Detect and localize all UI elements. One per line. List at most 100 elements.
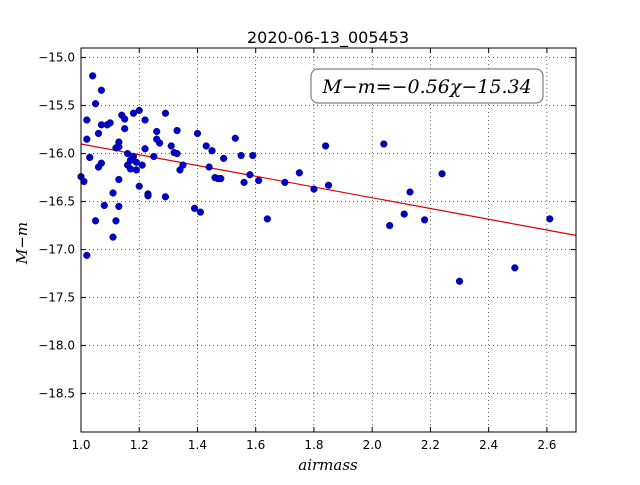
data-point [83, 251, 91, 259]
data-point [161, 193, 170, 201]
x-tick-label: 1.4 [188, 438, 207, 452]
data-point [80, 177, 88, 186]
data-point [240, 178, 248, 187]
y-tick-label: −18.0 [38, 339, 75, 353]
y-tick-label: −15.5 [38, 99, 75, 113]
data-point [193, 129, 202, 138]
y-tick-label: −15.0 [38, 51, 75, 65]
data-point [190, 204, 199, 212]
fit-equation-box: M−m=−0.56χ−15.34 [310, 68, 544, 104]
data-point [132, 158, 140, 166]
data-point [406, 188, 414, 196]
data-point [94, 129, 103, 138]
data-point [112, 217, 120, 225]
data-point [281, 178, 289, 187]
x-tick-label: 1.6 [246, 438, 265, 452]
data-point [263, 215, 271, 223]
data-point [109, 189, 117, 197]
data-point [86, 153, 94, 162]
data-point [156, 139, 164, 147]
fit-equation: M−m=−0.56χ−15.34 [321, 76, 531, 98]
data-point [546, 215, 554, 223]
data-point [121, 125, 129, 133]
y-tick-label: −16.0 [38, 147, 75, 161]
data-point [91, 100, 100, 108]
y-axis-label: M−m [13, 222, 31, 265]
data-point [438, 170, 446, 178]
axis-ticks: 1.0 1.2 1.4 1.6 1.8 2.0 2.2 2.4 2.6 −15.0 −15.5 −16… [38, 48, 576, 452]
data-point [420, 216, 429, 224]
plot-frame [80, 47, 577, 433]
data-point [196, 208, 204, 216]
data-point [135, 106, 143, 115]
data-point [115, 202, 123, 211]
data-point [129, 109, 138, 117]
x-tick-label: 1.0 [71, 438, 90, 452]
data-point [249, 151, 257, 160]
data-point [161, 109, 170, 117]
data-point [179, 161, 187, 169]
fit-equation-frame [310, 68, 544, 104]
data-point [132, 166, 140, 174]
data-point [141, 145, 149, 153]
data-point [246, 171, 254, 179]
data-point [153, 127, 161, 136]
x-tick-label: 2.4 [479, 438, 498, 452]
data-point [217, 174, 225, 183]
x-tick-label: 2.2 [421, 438, 440, 452]
x-tick-label: 1.2 [130, 438, 149, 452]
data-point [135, 182, 143, 190]
y-tick-label: −17.0 [38, 243, 75, 257]
fit-line [80, 143, 577, 236]
data-point [455, 277, 464, 285]
y-tick-label: −17.5 [38, 291, 75, 305]
data-point [511, 264, 519, 272]
x-axis-label: airmass [298, 456, 358, 474]
data-point [129, 152, 138, 161]
data-point [115, 175, 123, 184]
data-point [109, 233, 117, 241]
data-point [173, 126, 181, 135]
data-point [83, 135, 91, 143]
x-tick-label: 2.6 [537, 438, 556, 452]
data-point [231, 134, 239, 142]
data-point [205, 163, 213, 171]
data-point [141, 116, 149, 124]
data-point [138, 161, 146, 169]
data-point [380, 140, 388, 148]
data-point [115, 138, 123, 146]
data-point [202, 142, 210, 150]
data-point [121, 115, 129, 123]
y-tick-label: −16.5 [38, 195, 75, 209]
data-point [173, 150, 181, 158]
data-points [77, 72, 554, 285]
data-point [208, 147, 216, 155]
grid [80, 48, 576, 432]
data-point [255, 176, 263, 185]
data-point [150, 152, 158, 161]
data-point [167, 142, 175, 150]
data-point [310, 185, 318, 193]
data-point [295, 169, 303, 177]
x-tick-label: 2.0 [363, 438, 382, 452]
data-point [386, 222, 394, 230]
data-point [97, 159, 105, 167]
data-point [144, 192, 152, 200]
data-point [324, 181, 333, 189]
data-point [220, 154, 228, 163]
data-point [237, 151, 245, 160]
x-tick-label: 1.8 [304, 438, 323, 452]
data-point [89, 72, 97, 80]
y-tick-label: −18.5 [38, 387, 75, 401]
data-point [106, 119, 114, 127]
data-point [400, 210, 408, 218]
data-point [97, 86, 105, 94]
data-point [91, 217, 100, 225]
data-point [100, 201, 108, 210]
data-point [123, 150, 132, 158]
data-point [321, 142, 330, 150]
chart-title: 2020-06-13_005453 [247, 28, 409, 48]
data-point [83, 116, 91, 124]
